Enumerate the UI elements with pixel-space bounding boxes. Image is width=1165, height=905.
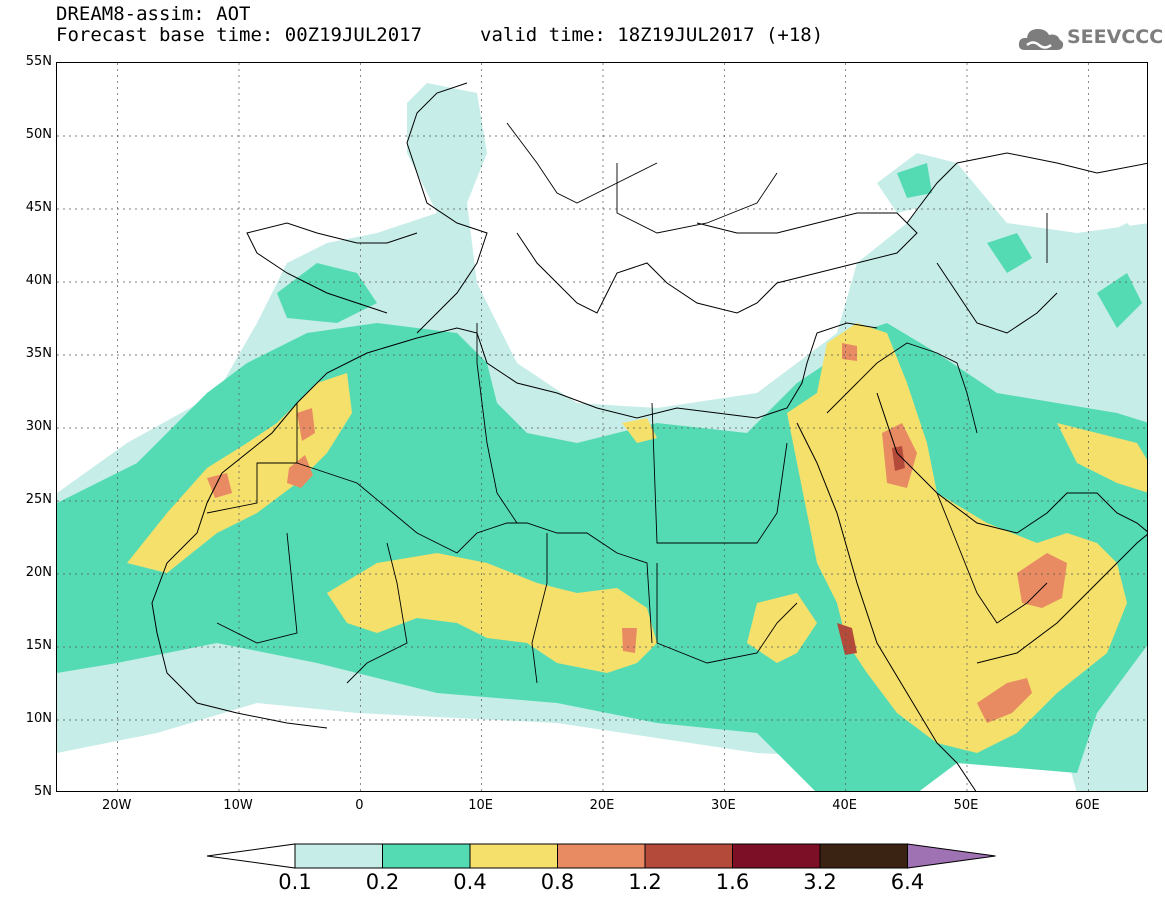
lat-label: 25N — [25, 492, 52, 507]
country-borders — [206, 122, 1048, 684]
lon-label: 50E — [953, 798, 979, 813]
lat-label: 5N — [34, 784, 52, 799]
colorbar-level-label: 0.2 — [365, 870, 400, 894]
colorbar-segment — [382, 843, 471, 869]
colorbar-level-label: 0.8 — [540, 870, 575, 894]
colorbar-level-label: 0.4 — [453, 870, 487, 894]
colorbar-segment — [557, 843, 646, 869]
lat-label: 40N — [25, 273, 52, 288]
colorbar-level-label: 1.6 — [715, 870, 750, 894]
colorbar-segment — [644, 843, 733, 869]
lat-label: 50N — [25, 127, 52, 142]
graticule — [57, 63, 1147, 791]
seevccc-logo: SEEVCCC — [1017, 24, 1163, 54]
lat-label: 45N — [25, 200, 52, 215]
aot-field-map — [57, 63, 1147, 791]
aot-band-0-4 — [127, 323, 1147, 753]
logo-text: SEEVCCC — [1067, 26, 1164, 48]
lat-label: 35N — [25, 346, 52, 361]
lon-label: 10E — [468, 798, 494, 813]
colorbar-segment — [294, 843, 383, 869]
lon-label: 20W — [101, 798, 132, 813]
colorbar-under-triangle — [206, 843, 296, 869]
colorbar-level-label: 1.2 — [628, 870, 662, 894]
lon-label: 40E — [832, 798, 858, 813]
colorbar-level-label: 3.2 — [803, 870, 837, 894]
colorbar-over-triangle — [907, 843, 996, 869]
colorbar-level-label: 6.4 — [890, 870, 925, 894]
lat-label: 20N — [25, 565, 52, 580]
lat-label: 55N — [25, 54, 52, 69]
aot-map — [56, 62, 1148, 792]
valid-time: valid time: 18Z19JUL2017 (+18) — [480, 24, 824, 46]
map-title: DREAM8-assim: AOT — [56, 3, 251, 25]
forecast-base-time: Forecast base time: 00Z19JUL2017 — [56, 24, 423, 46]
colorbar-segment — [819, 843, 908, 869]
lon-label: 30E — [710, 798, 736, 813]
aot-band-1-2 — [837, 446, 905, 655]
lon-label: 60E — [1074, 798, 1100, 813]
aot-colorbar — [206, 843, 996, 869]
lon-label: 10W — [223, 798, 253, 813]
lat-label: 30N — [25, 419, 52, 434]
colorbar-segment — [469, 843, 558, 869]
coastlines — [151, 82, 1147, 791]
lat-label: 10N — [25, 711, 52, 726]
colorbar-segment — [732, 843, 821, 869]
lon-label: 0 — [355, 798, 364, 813]
cloud-icon — [1018, 29, 1064, 50]
colorbar-level-label: 0.1 — [278, 870, 312, 894]
lon-label: 20E — [589, 798, 615, 813]
lat-label: 15N — [25, 638, 52, 653]
